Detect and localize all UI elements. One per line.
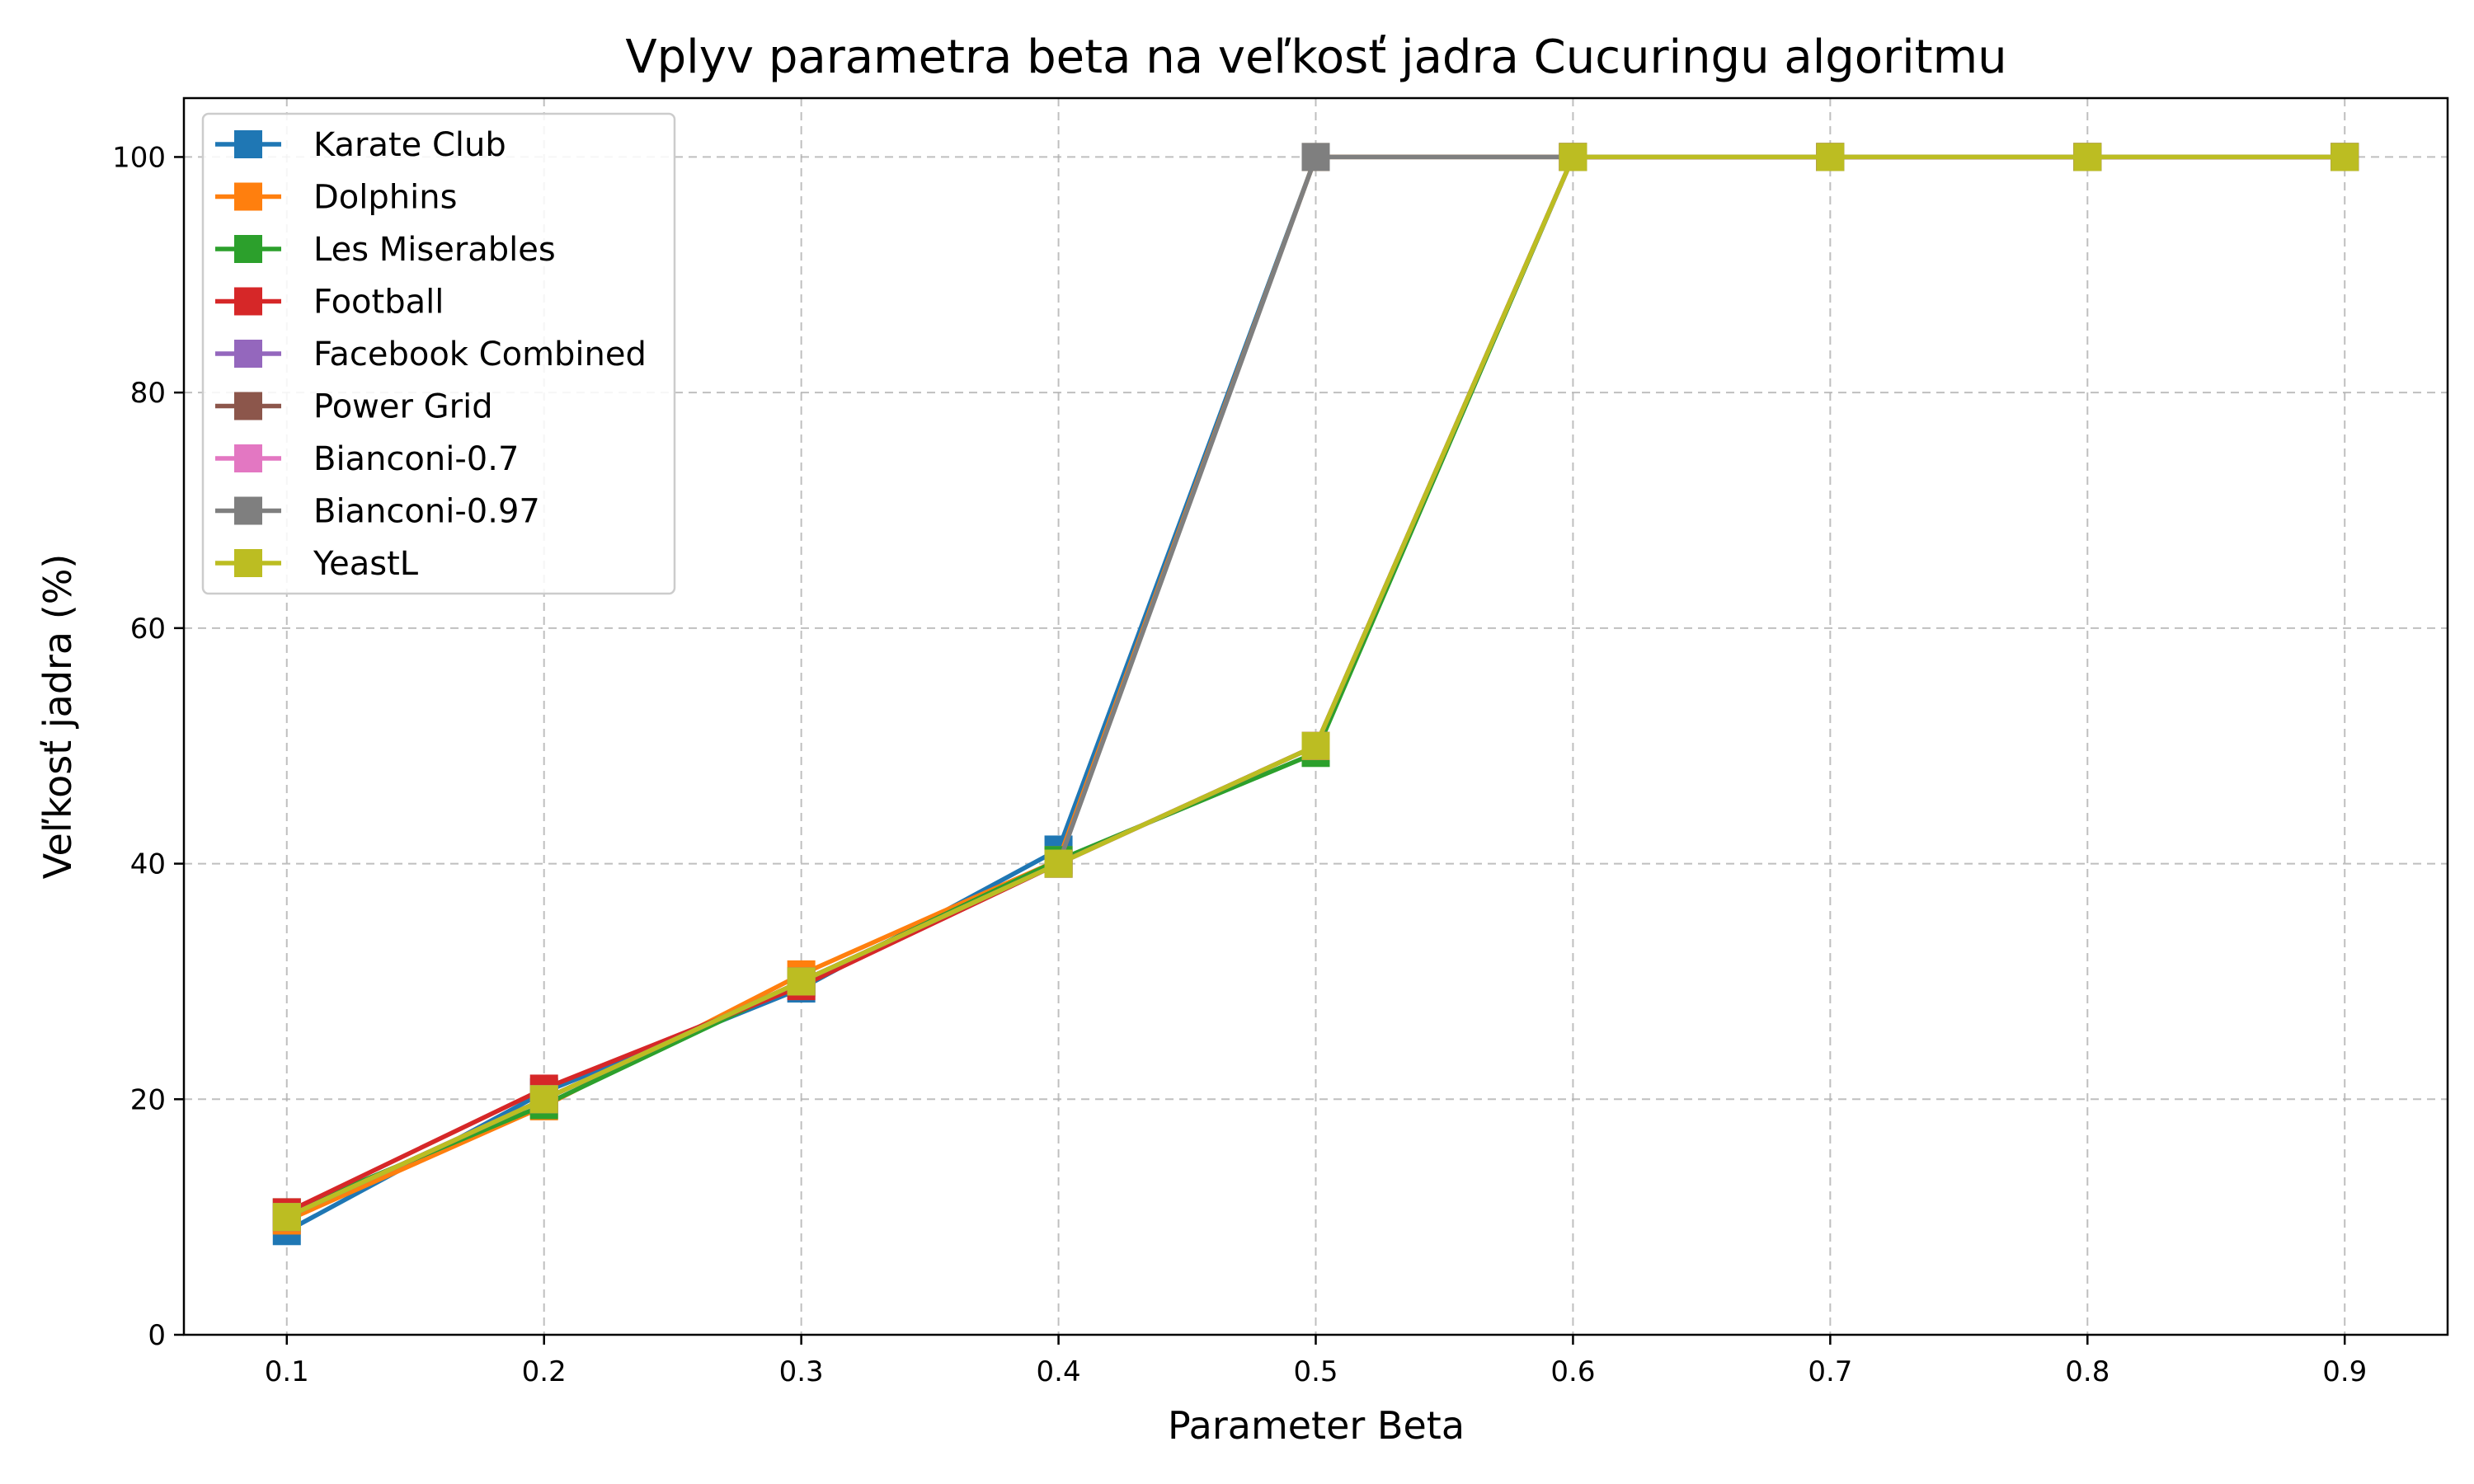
legend-marker [234,287,262,316]
legend-label: YeastL [313,545,419,583]
legend: Karate Club Dolphins Les Miserables Footbal… [201,112,676,595]
y-tick-label: 100 [112,141,166,174]
series-layer [272,143,2359,1246]
y-tick-label: 80 [130,377,166,410]
legend-entry: Bianconi-0.7 [215,440,519,478]
x-axis-label: Parameter Beta [1168,1403,1465,1448]
data-point [529,1085,558,1114]
y-tick-label: 60 [130,613,166,646]
y-tick-label: 20 [130,1083,166,1116]
legend-marker [234,496,262,525]
y-tick-label: 40 [130,848,166,881]
data-point [787,967,816,996]
legend-box [201,112,676,595]
legend-marker [234,444,262,472]
legend-marker [234,130,262,158]
legend-label: Les Miserables [313,231,556,269]
x-tick-label: 0.7 [1808,1355,1852,1388]
legend-label: Football [313,284,444,322]
data-point [1044,849,1073,878]
legend-entry: Bianconi-0.97 [215,493,540,531]
y-tick-label: 0 [148,1319,166,1352]
legend-label: Karate Club [313,126,506,164]
legend-marker [234,235,262,263]
legend-label: Facebook Combined [313,336,647,373]
legend-label: Power Grid [313,388,493,426]
legend-marker [234,182,262,211]
data-point [2073,143,2102,171]
chart-title: Vplyv parametra beta na veľkosť jadra Cu… [625,31,2006,84]
legend-entry: Football [215,284,444,322]
x-tick-label: 0.5 [1293,1355,1338,1388]
legend-entry: Karate Club [215,126,506,164]
legend-marker [234,392,262,420]
y-axis-label: Veľkosť jadra (%) [35,554,80,880]
data-point [1816,143,1845,171]
legend-entry: Power Grid [215,388,493,426]
data-point [1301,143,1330,171]
legend-entry: Les Miserables [215,231,556,269]
legend-label: Dolphins [313,179,457,217]
data-point [272,1203,301,1232]
legend-marker [234,340,262,368]
data-point [2331,143,2359,171]
x-tick-label: 0.4 [1037,1355,1081,1388]
x-tick-label: 0.1 [265,1355,309,1388]
x-tick-label: 0.8 [2065,1355,2109,1388]
x-tick-label: 0.6 [1550,1355,1595,1388]
series-yeastl [272,143,2359,1232]
x-tick-label: 0.2 [522,1355,567,1388]
axes: 0.1 0.2 0.3 0.4 0.5 0.6 0.7 0.8 0.9 0 20 40 60 80 100 [112,141,2367,1388]
x-tick-label: 0.3 [779,1355,824,1388]
legend-entry: Dolphins [215,179,457,217]
data-point [1559,143,1587,171]
legend-entry: Facebook Combined [215,336,647,373]
x-tick-label: 0.9 [2322,1355,2367,1388]
data-point [1301,731,1330,760]
legend-marker [234,549,262,577]
legend-label: Bianconi-0.97 [313,493,540,531]
legend-label: Bianconi-0.7 [313,440,519,478]
legend-entry: YeastL [215,545,419,583]
